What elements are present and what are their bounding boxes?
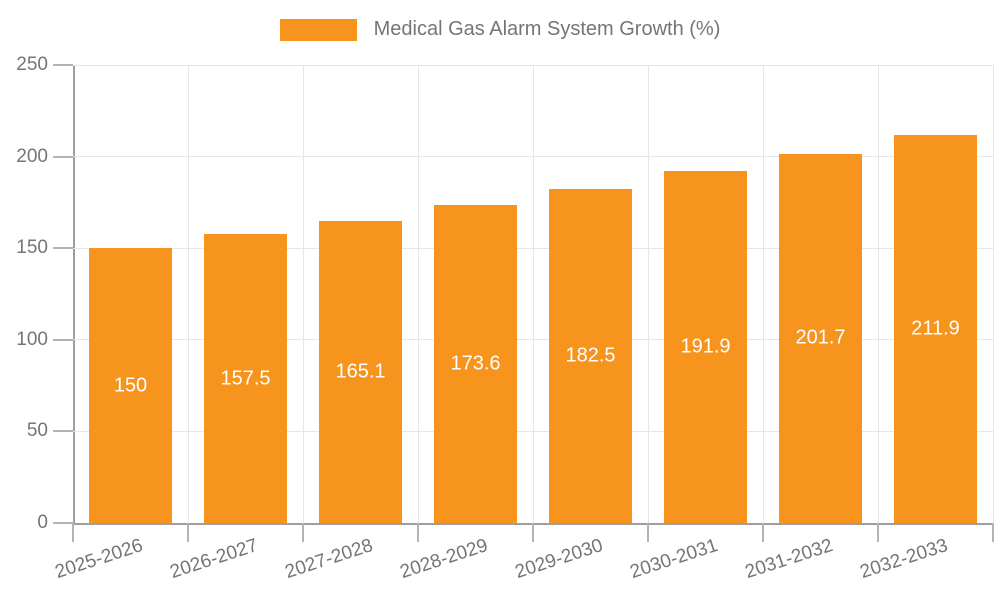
- y-tick-mark-200: [53, 155, 73, 158]
- plot-area: 150 157.5 165.1 173.6 182.5 191.9 201.7 211.9: [53, 64, 994, 542]
- x-tick-mark: [762, 523, 764, 542]
- bar-value-label: 157.5: [220, 367, 271, 390]
- y-tick-mark-50: [53, 430, 73, 433]
- y-axis-tick-label: 50: [26, 420, 48, 442]
- x-tick-mark: [877, 523, 879, 542]
- bar-value-label: 165.1: [335, 360, 386, 383]
- bar-2030-2031[interactable]: 191.9: [664, 171, 747, 523]
- bar-2032-2033[interactable]: 211.9: [894, 134, 977, 523]
- v-gridline: [647, 65, 649, 523]
- legend-swatch: [279, 18, 357, 41]
- v-gridline: [877, 65, 879, 523]
- y-axis-tick-label: 250: [16, 54, 48, 75]
- bar-2029-2030[interactable]: 182.5: [549, 188, 632, 523]
- v-gridline: [417, 65, 419, 523]
- x-tick-mark: [187, 523, 189, 542]
- bar-2025-2026[interactable]: 150: [89, 248, 172, 523]
- bar-2031-2032[interactable]: 201.7: [779, 153, 862, 523]
- bar-value-label: 191.9: [680, 335, 731, 358]
- bar-value-label: 150: [113, 374, 148, 397]
- y-tick-mark-250: [53, 64, 73, 66]
- x-tick-mark: [647, 523, 649, 542]
- x-tick-mark: [72, 523, 74, 542]
- x-tick-mark: [532, 523, 534, 542]
- bar-value-label: 182.5: [565, 344, 616, 367]
- y-tick-mark-100: [53, 338, 73, 341]
- v-gridline: [302, 65, 304, 523]
- v-gridline: [187, 65, 189, 523]
- bar-2028-2029[interactable]: 173.6: [434, 204, 517, 523]
- v-gridline: [532, 65, 534, 523]
- bar-2027-2028[interactable]: 165.1: [319, 220, 402, 523]
- y-axis-line: [73, 65, 75, 523]
- y-axis-tick-label: 100: [16, 328, 48, 350]
- y-tick-mark-150: [53, 247, 73, 250]
- v-gridline: [992, 65, 994, 523]
- y-axis-tick-label: 150: [16, 237, 48, 259]
- x-tick-mark: [302, 523, 304, 542]
- x-tick-mark: [992, 523, 994, 542]
- y-tick-mark-0: [53, 522, 73, 524]
- x-tick-mark: [417, 523, 419, 542]
- bar-value-label: 173.6: [450, 352, 501, 375]
- bar-value-label: 211.9: [911, 317, 960, 340]
- chart-legend[interactable]: Medical Gas Alarm System Growth (%): [0, 18, 1000, 41]
- bar-2026-2027[interactable]: 157.5: [204, 234, 287, 523]
- v-gridline: [762, 65, 764, 523]
- y-axis-tick-label: 0: [37, 512, 48, 533]
- legend-label: Medical Gas Alarm System Growth (%): [373, 18, 721, 40]
- bar-value-label: 201.7: [795, 326, 846, 349]
- y-axis-tick-label: 200: [16, 145, 48, 167]
